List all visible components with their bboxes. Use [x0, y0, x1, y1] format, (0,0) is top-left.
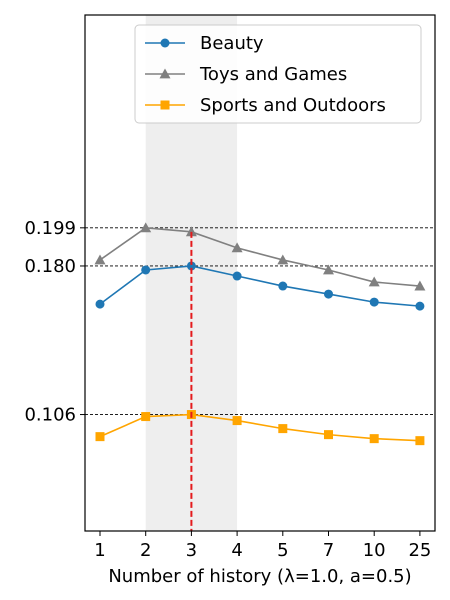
x-tick-label: 7 — [323, 540, 334, 561]
legend-box — [134, 24, 422, 124]
x-tick-label: 10 — [363, 540, 386, 561]
x-tick-label: 25 — [408, 540, 431, 561]
series-line — [99, 227, 420, 287]
data-point — [140, 222, 152, 233]
legend-marker — [160, 100, 170, 110]
x-tick-label: 2 — [140, 540, 151, 561]
legend-label: Sports and Outdoors — [200, 95, 386, 116]
legend-entry: Sports and Outdoors — [145, 95, 386, 116]
data-point — [186, 261, 196, 271]
data-point — [231, 242, 243, 253]
x-axis-label: Number of history (λ=1.0, a=0.5) — [108, 566, 411, 587]
data-point — [95, 299, 105, 309]
reference-lines-layer — [85, 227, 435, 415]
data-point — [368, 276, 380, 287]
series-line — [99, 413, 420, 442]
legend-marker — [160, 38, 170, 48]
legend-label: Beauty — [200, 33, 264, 54]
data-point — [369, 297, 379, 307]
y-tick-label: 0.106 — [24, 405, 76, 426]
data-point — [414, 280, 426, 291]
x-tick-label: 3 — [186, 540, 197, 561]
legend-marker — [159, 68, 171, 79]
data-point — [232, 416, 242, 426]
series-sports-and-outdoors — [95, 410, 425, 446]
data-point — [232, 271, 242, 281]
series-line — [99, 265, 420, 307]
x-axis: 1 2 3 4 5 7 10 25 — [94, 531, 431, 561]
data-point — [369, 434, 379, 444]
data-point — [141, 265, 151, 275]
data-point — [95, 432, 105, 442]
legend-entry: Beauty — [145, 33, 264, 54]
y-tick-label: 0.180 — [24, 256, 76, 277]
legend-label: Toys and Games — [199, 64, 347, 85]
data-point — [94, 254, 106, 265]
series-beauty — [95, 261, 425, 311]
data-point — [278, 281, 288, 291]
series-layer — [94, 222, 426, 446]
data-point — [185, 226, 197, 237]
x-tick-label: 4 — [231, 540, 242, 561]
data-point — [141, 412, 151, 422]
data-point — [277, 254, 289, 265]
data-point — [324, 289, 333, 299]
data-point — [324, 430, 333, 440]
data-point — [278, 424, 288, 434]
series-toys-and-games — [94, 222, 426, 291]
x-tick-label: 5 — [277, 540, 288, 561]
data-point — [415, 301, 425, 311]
x-tick-label: 1 — [94, 540, 105, 561]
legend-entry: Toys and Games — [145, 64, 347, 85]
legend: Beauty Toys and Games Sports and Outdoors — [134, 24, 422, 124]
data-point — [323, 264, 334, 275]
y-axis: 0.199 0.180 0.106 — [24, 218, 85, 426]
data-point — [415, 436, 425, 446]
plot-frame — [84, 14, 436, 532]
y-tick-label: 0.199 — [24, 218, 76, 239]
